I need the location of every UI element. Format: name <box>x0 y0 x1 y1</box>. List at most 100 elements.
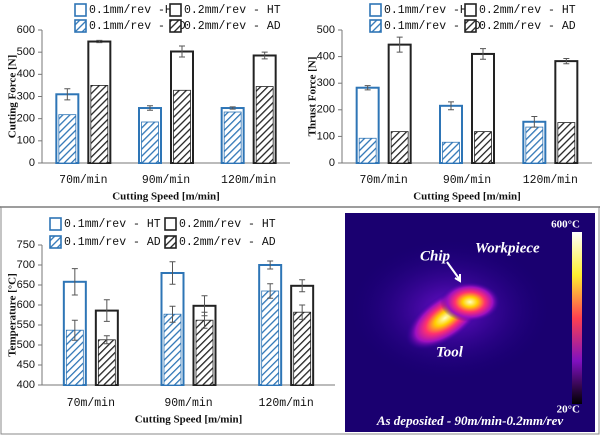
legend-label: 0.2mm/rev - AD <box>179 236 276 249</box>
bar <box>58 114 77 164</box>
error-bar <box>299 279 306 293</box>
y-tick-label: 0 <box>329 157 335 169</box>
color-scale <box>572 232 582 404</box>
legend-item: 0.2mm/rev - AD <box>169 19 281 33</box>
legend-label: 0.1mm/rev - AD <box>89 20 186 33</box>
legend-swatch <box>369 19 382 33</box>
bar <box>97 339 116 386</box>
error-bar <box>267 283 274 299</box>
y-tick-label: 200 <box>17 113 35 125</box>
legend-swatch <box>464 19 477 33</box>
legend-swatch <box>49 235 62 249</box>
legend-item: 0.2mm/rev - HT <box>169 3 281 17</box>
bar <box>261 290 280 386</box>
legend-swatch <box>74 19 87 33</box>
bar <box>474 131 492 164</box>
bar <box>223 111 242 164</box>
x-tick-label: 120m/min <box>259 397 314 410</box>
error-bar <box>261 51 268 60</box>
error-bar <box>201 311 208 329</box>
legend-item: 0.1mm/rev -HT <box>369 3 474 17</box>
error-bar <box>229 106 236 110</box>
legend-label: 0.2mm/rev - HT <box>179 218 276 231</box>
legend-item: 0.1mm/rev - AD <box>49 235 161 249</box>
y-tick-label: 650 <box>17 279 35 291</box>
legend-swatch <box>169 19 182 33</box>
y-tick-label: 450 <box>17 359 35 371</box>
y-tick-label: 100 <box>317 130 335 142</box>
error-bar <box>169 305 176 323</box>
bar <box>358 137 377 164</box>
error-bar <box>364 85 371 91</box>
legend-label: 0.1mm/rev - AD <box>384 20 481 33</box>
y-tick-label: 700 <box>17 259 35 271</box>
legend-label: 0.2mm/rev - AD <box>184 20 281 33</box>
image-label: Chip <box>420 248 451 264</box>
legend-label: 0.2mm/rev - AD <box>479 20 576 33</box>
scale-max: 600°C <box>551 219 580 231</box>
legend-swatch <box>464 3 477 17</box>
x-axis-title: Cutting Speed [m/min] <box>135 414 243 426</box>
bar <box>293 311 312 386</box>
error-bar <box>531 115 538 128</box>
y-tick-label: 500 <box>317 24 335 36</box>
scale-min: 20°C <box>557 404 580 416</box>
bar <box>195 319 214 386</box>
panel-border <box>0 206 600 435</box>
legend-swatch <box>169 3 182 17</box>
legend-label: 0.2mm/rev - HT <box>479 4 576 17</box>
y-tick-label: 600 <box>17 299 35 311</box>
y-tick-label: 200 <box>317 104 335 116</box>
x-tick-label: 70m/min <box>67 397 115 410</box>
legend-label: 0.1mm/rev - HT <box>64 218 161 231</box>
legend-item: 0.2mm/rev - HT <box>164 217 276 231</box>
error-bar <box>96 39 103 44</box>
error-bar <box>267 260 274 270</box>
y-tick-label: 500 <box>17 46 35 58</box>
legend-label: 0.1mm/rev -HT <box>89 4 179 17</box>
error-bar <box>448 101 454 111</box>
error-bar <box>480 48 486 60</box>
error-bar <box>396 36 403 53</box>
y-tick-label: 750 <box>17 239 35 251</box>
arrow <box>446 261 461 283</box>
legend-swatch <box>74 3 87 17</box>
thermal-image: 600°C 20°C Chip Workpiece Tool As deposi… <box>345 213 595 432</box>
legend-item: 0.1mm/rev - AD <box>74 19 186 33</box>
x-axis-title: Cutting Speed [m/min] <box>413 191 521 203</box>
error-bar <box>179 45 185 58</box>
y-tick-label: 300 <box>317 77 335 89</box>
image-caption: As deposited - 90m/min-0.2mm/rev <box>376 413 564 428</box>
y-tick-label: 550 <box>17 319 35 331</box>
x-tick-label: 120m/min <box>523 174 578 187</box>
y-axis-title: Cutting Force [N] <box>7 55 19 139</box>
y-tick-label: 100 <box>17 135 35 147</box>
bar <box>90 85 109 164</box>
error-bar <box>147 105 153 111</box>
error-bar <box>103 335 110 345</box>
bar <box>163 313 182 386</box>
legend-label: 0.2mm/rev - HT <box>184 4 281 17</box>
bar <box>173 89 191 164</box>
legend-item: 0.1mm/rev - HT <box>49 217 161 231</box>
bar <box>390 131 409 164</box>
error-bar <box>103 299 110 322</box>
y-tick-label: 600 <box>17 24 35 36</box>
legend-label: 0.1mm/rev -HT <box>384 4 474 17</box>
image-hotspot <box>440 282 500 322</box>
legend-item: 0.2mm/rev - HT <box>464 3 576 17</box>
x-tick-label: 90m/min <box>164 397 212 410</box>
bar <box>557 122 576 164</box>
y-tick-label: 400 <box>17 68 35 80</box>
error-bar <box>64 88 71 101</box>
x-tick-label: 90m/min <box>443 174 491 187</box>
y-axis-title: Temperature [°C] <box>7 273 19 357</box>
legend-swatch <box>49 217 62 231</box>
error-bar <box>563 57 570 65</box>
error-bar <box>169 261 176 285</box>
image-label: Workpiece <box>475 240 540 256</box>
bar <box>525 126 544 164</box>
legend-swatch <box>164 217 177 231</box>
y-tick-label: 400 <box>17 379 35 391</box>
